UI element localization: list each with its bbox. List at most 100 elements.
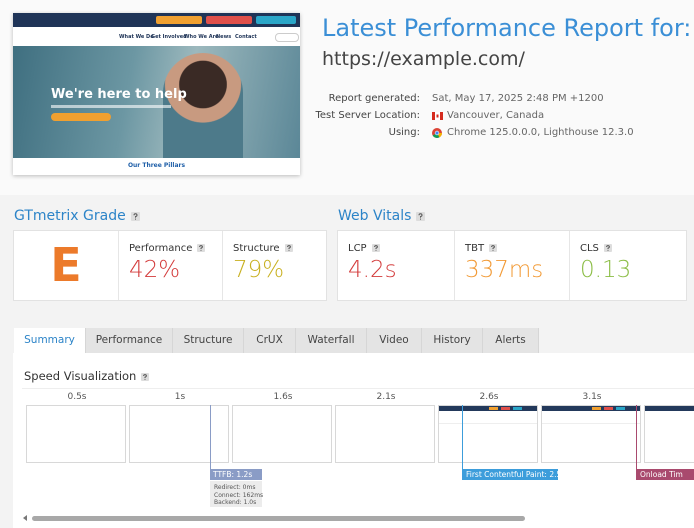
speed-title: Speed Visualization [24, 369, 137, 383]
metric-cell: TBT 337ms [454, 231, 570, 300]
help-icon[interactable] [416, 211, 426, 221]
metric-cell: LCP 4.2s [338, 231, 454, 300]
help-icon[interactable] [371, 244, 380, 252]
frame-nav [542, 411, 640, 424]
ttfb-detail: Connect: 162ms [214, 491, 264, 499]
report-url: https://example.com/ [322, 48, 525, 70]
help-icon[interactable] [603, 244, 612, 252]
metric-label: CLS [580, 243, 599, 254]
frame-page-bar [439, 406, 537, 411]
frame-page-bar [542, 406, 640, 411]
thumb-nav: News [216, 34, 232, 40]
tab[interactable]: Summary [14, 328, 86, 353]
tab[interactable]: History [422, 328, 483, 353]
thumb-nav: What We Do [119, 34, 154, 40]
thumb-button [256, 16, 296, 24]
tab[interactable]: Alerts [483, 328, 539, 353]
onload-line [636, 405, 637, 469]
thumb-hero-title: We're here to help [51, 87, 187, 102]
metric-label-wrap: Structure [233, 243, 293, 254]
filmstrip-frame [26, 405, 126, 463]
frame-nav [439, 411, 537, 424]
info-label: Using: [388, 127, 420, 138]
filmstrip-frame [232, 405, 332, 463]
time-label: 2.1s [376, 392, 396, 402]
thumb-hero [13, 46, 300, 158]
thumb-hero-text [51, 105, 171, 108]
help-icon[interactable] [489, 244, 498, 252]
metric-value: 79% [233, 257, 285, 283]
help-icon[interactable] [197, 244, 206, 252]
thumb-search [275, 33, 299, 42]
thumb-cta [51, 113, 111, 121]
tab[interactable]: CrUX [244, 328, 296, 353]
fcp-label: First Contentful Paint: 2.5s [462, 469, 565, 480]
onload-label: Onload Tim [636, 469, 694, 480]
timeline-rule [22, 388, 694, 389]
filmstrip-frame [438, 405, 538, 463]
scroll-left[interactable] [22, 514, 29, 522]
metric-value: 337ms [465, 257, 544, 283]
report-title: Latest Performance Report for: [322, 14, 692, 42]
help-icon[interactable] [284, 244, 293, 252]
metric-label-wrap: Performance [129, 243, 206, 254]
tab[interactable]: Video [367, 328, 422, 353]
filmstrip-frame [541, 405, 641, 463]
filmstrip-frame [335, 405, 435, 463]
scroll-thumb[interactable] [32, 516, 525, 521]
help-icon[interactable] [130, 211, 140, 221]
metric-label: Performance [129, 243, 193, 254]
help-icon[interactable] [141, 372, 150, 381]
thumb-nav: Get Involved [151, 34, 187, 40]
thumb-photo [163, 53, 243, 158]
tab[interactable]: Performance [86, 328, 173, 353]
ttfb-detail: Redirect: 0ms [214, 484, 256, 491]
section-title: Web Vitals [338, 208, 426, 224]
tab[interactable]: Waterfall [296, 328, 367, 353]
ttfb-details: Redirect: 0ms Connect: 162ms Backend: 1.… [210, 481, 264, 507]
time-label: 1.6s [273, 392, 293, 402]
site-thumbnail: What We Do Get Involved Who We Are News … [13, 13, 300, 175]
info-label: Test Server Location: [315, 110, 420, 121]
vitals-card: LCP 4.2s TBT 337ms CLS 0.13 [337, 230, 687, 301]
ttfb-detail: Backend: 1.0s [214, 499, 257, 506]
speed-title-wrap: Speed Visualization [24, 369, 150, 383]
metric-cell: CLS 0.13 [569, 231, 687, 300]
metric-label-wrap: LCP [348, 243, 380, 254]
thumb-footer: Our Three Pillars [127, 162, 186, 169]
metric-value: 42% [129, 257, 181, 283]
filmstrip-frame [644, 405, 694, 463]
info-label: Report generated: [328, 93, 420, 104]
metric-label: TBT [465, 243, 485, 254]
filmstrip-frame [129, 405, 229, 463]
thumb-button [156, 16, 202, 24]
metric-label-wrap: TBT [465, 243, 498, 254]
time-label: 0.5s [67, 392, 87, 402]
grade-card: E Performance 42% Structure 79% [13, 230, 327, 301]
info-value: Sat, May 17, 2025 2:48 PM +1200 [432, 93, 604, 104]
info-value: Vancouver, Canada [447, 110, 545, 121]
ttfb-line [210, 405, 211, 469]
vitals-title: Web Vitals [338, 208, 412, 224]
metric-label: LCP [348, 243, 367, 254]
ttfb-label: TTFB: 1.2s [210, 469, 262, 480]
thumb-nav: Contact [235, 34, 257, 40]
fcp-line [462, 405, 463, 469]
metric-label-wrap: CLS [580, 243, 612, 254]
time-label: 1s [174, 392, 186, 402]
time-label: 3.1s [582, 392, 602, 402]
time-label: 2.6s [479, 392, 499, 402]
chrome-icon [432, 128, 442, 138]
thumb-button [206, 16, 252, 24]
metric-value: 4.2s [348, 257, 397, 283]
metric-value: 0.13 [580, 257, 632, 283]
metric-cell: Structure 79% [222, 231, 327, 300]
frame-page-bar [645, 406, 694, 411]
flag-icon [432, 112, 443, 120]
grade-title: GTmetrix Grade [14, 208, 126, 224]
section-title: GTmetrix Grade [14, 208, 140, 224]
tab[interactable]: Structure [173, 328, 244, 353]
grade-letter: E [14, 231, 118, 300]
metric-label: Structure [233, 243, 280, 254]
